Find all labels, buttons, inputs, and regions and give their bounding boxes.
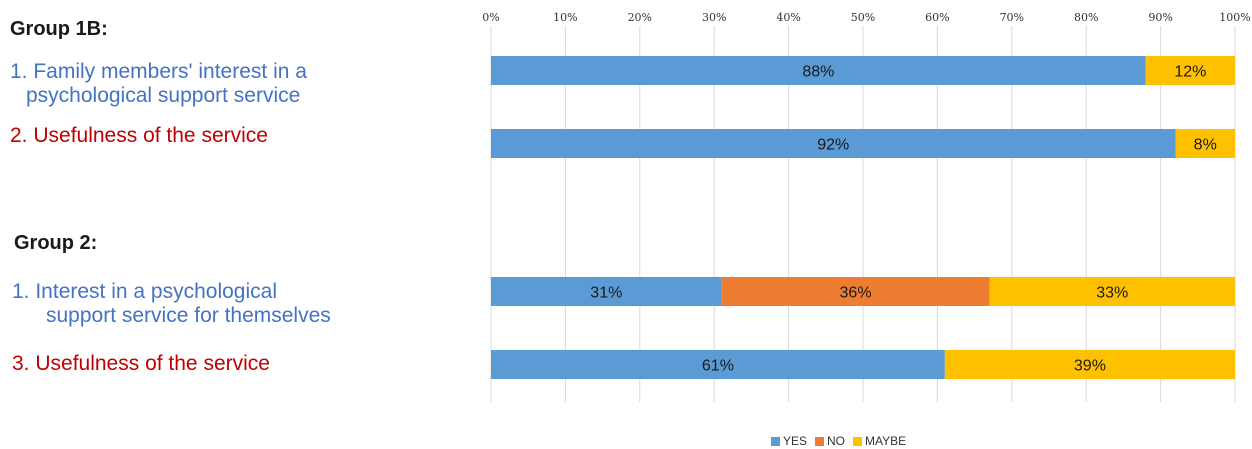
label-line: 1. Interest in a psychological [12, 280, 277, 303]
x-tick-label: 0% [482, 11, 499, 24]
legend-item-yes: YES [771, 434, 807, 448]
bar-segment-yes [491, 277, 722, 306]
legend-swatch-maybe [853, 436, 863, 446]
legend-item-no: NO [815, 434, 845, 448]
x-tick-label: 30% [702, 11, 726, 24]
x-tick-label: 20% [628, 11, 652, 24]
data-label: 8% [1194, 137, 1217, 154]
legend-label-yes: YES [783, 434, 808, 448]
data-label: 61% [702, 358, 734, 375]
label-line: 3. Usefulness of the service [12, 352, 270, 375]
bar-segment-maybe [944, 350, 1235, 379]
data-label: 39% [1074, 358, 1106, 375]
bar-segment-no [721, 277, 990, 306]
category-label-2-usefulness: 3. Usefulness of the service [12, 352, 270, 376]
category-label-2-interest: 1. Interest in a psychological support s… [12, 280, 331, 328]
data-label: 92% [817, 137, 849, 154]
group-title-2: Group 2: [14, 232, 98, 254]
legend-item-maybe: MAYBE [853, 434, 906, 448]
x-tick-label: 80% [1074, 11, 1098, 24]
legend-swatch-no [815, 436, 825, 446]
data-label: 31% [590, 285, 622, 302]
category-label-1b-usefulness: 2. Usefulness of the service [10, 124, 268, 148]
x-tick-label: 10% [553, 11, 577, 24]
bar-segment-yes [491, 56, 1146, 85]
x-tick-label: 70% [1000, 11, 1024, 24]
group-title-1b: Group 1B: [10, 18, 108, 40]
legend: YES NO MAYBE [771, 434, 914, 448]
label-line: support service for themselves [46, 304, 331, 327]
x-tick-label: 50% [851, 11, 875, 24]
x-tick-label: 40% [776, 11, 800, 24]
data-label: 12% [1174, 64, 1206, 81]
legend-label-no: NO [827, 434, 846, 448]
label-line: psychological support service [26, 84, 301, 107]
data-label: 33% [1096, 285, 1128, 302]
bar-segment-yes [491, 129, 1176, 158]
legend-swatch-yes [771, 436, 780, 446]
bar-segment-maybe [1175, 129, 1235, 158]
bar-segment-yes [491, 350, 945, 379]
x-tick-label: 100% [1219, 11, 1250, 24]
category-label-1b-interest: 1. Family members' interest in a psychol… [10, 60, 307, 108]
data-label: 36% [840, 285, 872, 302]
label-line: 2. Usefulness of the service [10, 124, 268, 147]
bar-segment-maybe [989, 277, 1235, 306]
data-label: 88% [802, 64, 834, 81]
x-tick-label: 90% [1148, 11, 1172, 24]
legend-label-maybe: MAYBE [865, 434, 907, 448]
label-line: 1. Family members' interest in a [10, 60, 307, 83]
x-tick-label: 60% [925, 11, 949, 24]
bar-segment-maybe [1145, 56, 1235, 85]
